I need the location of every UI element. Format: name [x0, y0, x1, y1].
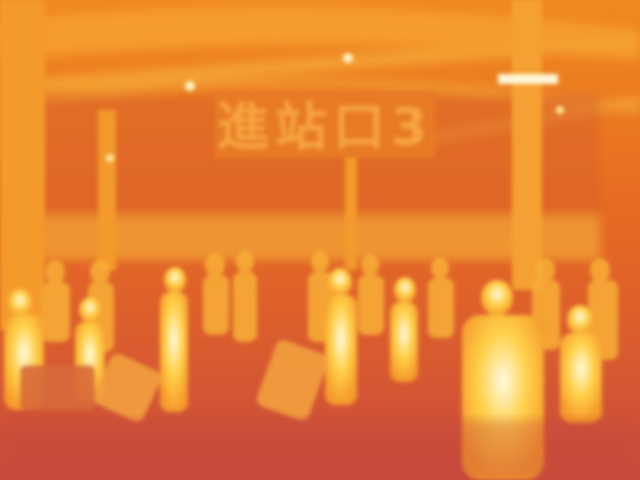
sign: 進站口3: [215, 92, 435, 158]
sign-text: 進站口3: [217, 98, 433, 158]
lights: [106, 53, 564, 162]
pillars: [0, 0, 542, 330]
floor: [0, 420, 640, 480]
sign-board: [215, 92, 435, 158]
